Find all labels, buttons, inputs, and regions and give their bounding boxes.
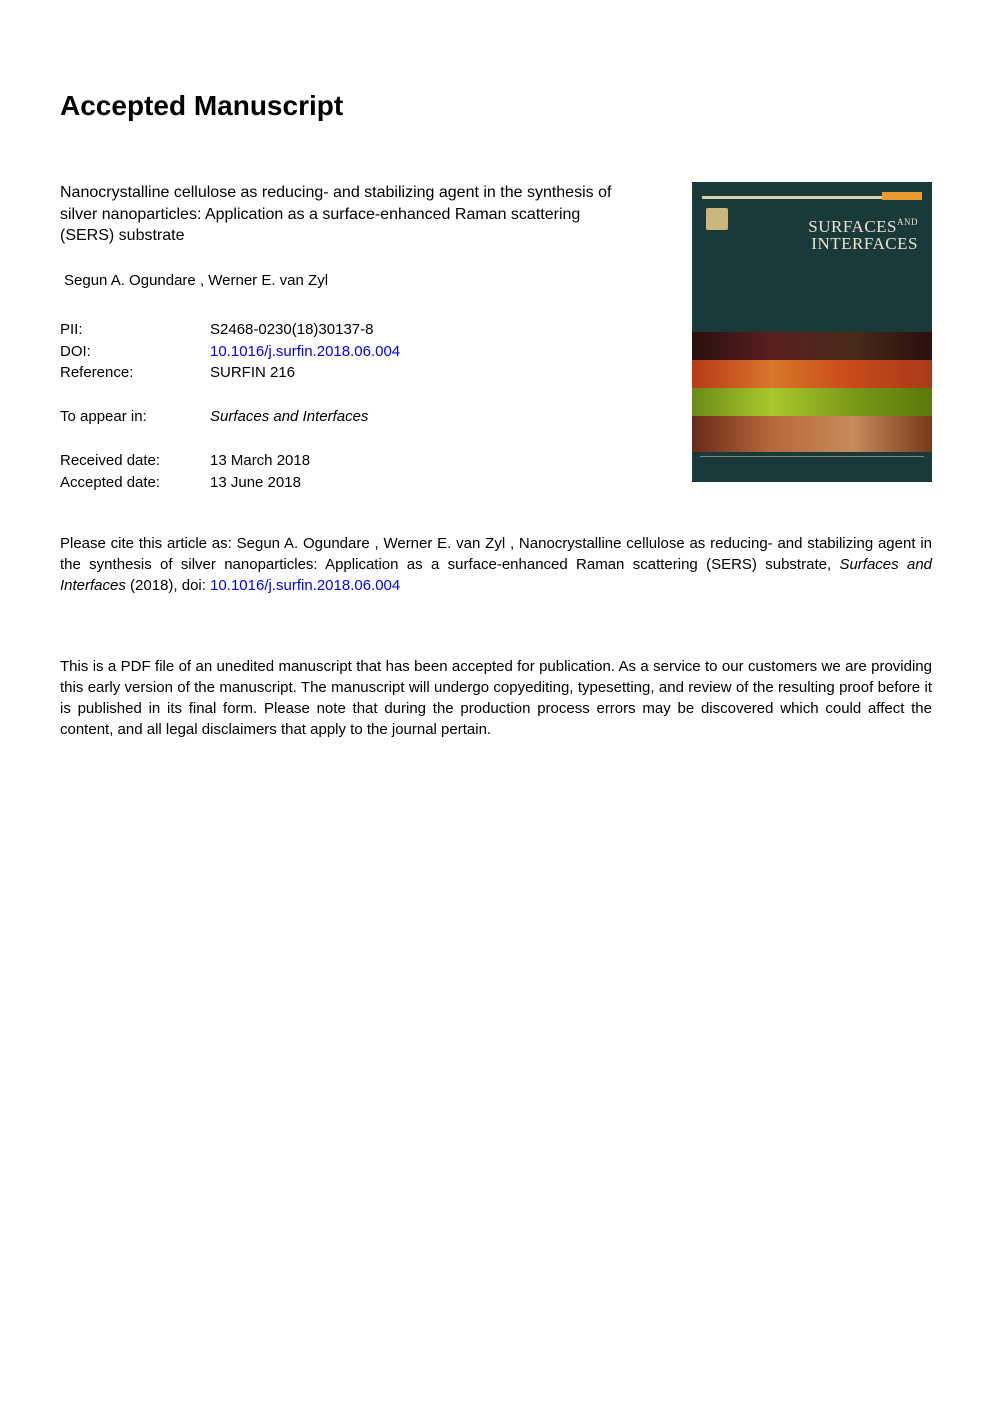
citation-authors: Segun A. Ogundare , Werner E. van Zyl ,	[237, 535, 515, 552]
cover-title-and: AND	[897, 217, 918, 227]
cover-art	[692, 332, 932, 452]
journal-cover-image: SURFACESAND INTERFACES	[692, 182, 932, 482]
cover-stripe	[692, 360, 932, 388]
left-column: Nanocrystalline cellulose as reducing- a…	[60, 182, 620, 493]
cover-journal-title: SURFACESAND INTERFACES	[808, 218, 918, 252]
doi-label: DOI:	[60, 341, 210, 363]
meta-row-accepted: Accepted date: 13 June 2018	[60, 472, 620, 494]
meta-row-pii: PII: S2468-0230(18)30137-8	[60, 319, 620, 341]
citation-lead: Please cite this article as:	[60, 535, 237, 552]
article-title: Nanocrystalline cellulose as reducing- a…	[60, 182, 620, 247]
received-label: Received date:	[60, 450, 210, 472]
citation-year: (2018), doi:	[126, 577, 210, 594]
disclaimer-paragraph: This is a PDF file of an unedited manusc…	[60, 656, 932, 740]
citation-doi-link[interactable]: 10.1016/j.surfin.2018.06.004	[210, 577, 400, 594]
cover-stripe	[692, 388, 932, 416]
reference-label: Reference:	[60, 362, 210, 384]
reference-value: SURFIN 216	[210, 362, 295, 384]
metadata-block-2: To appear in: Surfaces and Interfaces	[60, 406, 620, 428]
accepted-label: Accepted date:	[60, 472, 210, 494]
pii-label: PII:	[60, 319, 210, 341]
cover-accent	[882, 192, 922, 200]
doi-link[interactable]: 10.1016/j.surfin.2018.06.004	[210, 341, 400, 363]
accepted-value: 13 June 2018	[210, 472, 301, 494]
cover-stripe	[692, 416, 932, 452]
meta-row-reference: Reference: SURFIN 216	[60, 362, 620, 384]
meta-row-doi: DOI: 10.1016/j.surfin.2018.06.004	[60, 341, 620, 363]
cover-title-line2: INTERFACES	[811, 234, 918, 253]
cover-stripe	[692, 332, 932, 360]
appear-value: Surfaces and Interfaces	[210, 406, 368, 428]
page-header: Accepted Manuscript	[60, 90, 932, 122]
elsevier-logo-icon	[706, 208, 728, 230]
pii-value: S2468-0230(18)30137-8	[210, 319, 373, 341]
meta-row-appear: To appear in: Surfaces and Interfaces	[60, 406, 620, 428]
article-authors: Segun A. Ogundare , Werner E. van Zyl	[60, 272, 620, 289]
appear-label: To appear in:	[60, 406, 210, 428]
top-section: Nanocrystalline cellulose as reducing- a…	[60, 182, 932, 493]
cover-bottom-rule	[700, 456, 924, 474]
citation-paragraph: Please cite this article as: Segun A. Og…	[60, 533, 932, 596]
metadata-block-3: Received date: 13 March 2018 Accepted da…	[60, 450, 620, 494]
meta-row-received: Received date: 13 March 2018	[60, 450, 620, 472]
metadata-block-1: PII: S2468-0230(18)30137-8 DOI: 10.1016/…	[60, 319, 620, 384]
received-value: 13 March 2018	[210, 450, 310, 472]
